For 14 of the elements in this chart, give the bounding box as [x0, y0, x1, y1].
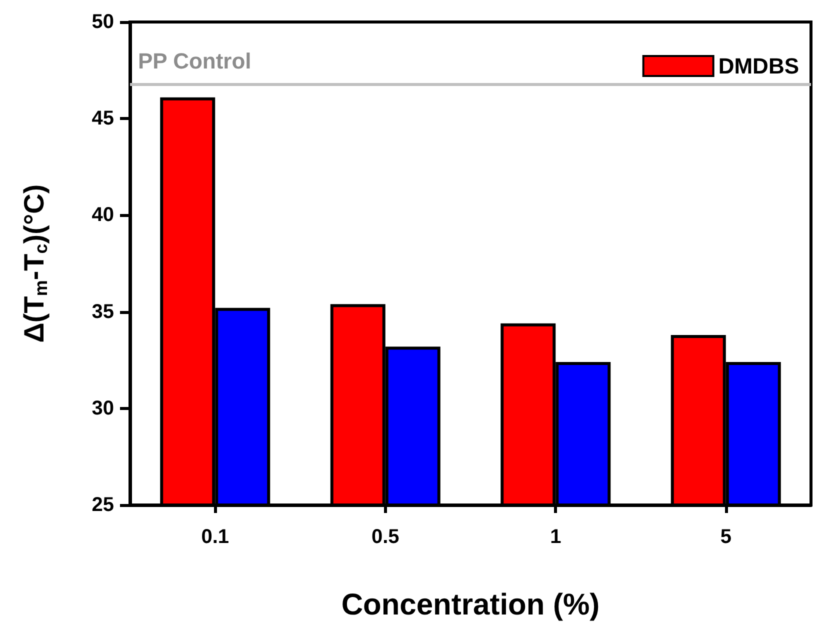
x-axis-title: Concentration (%): [341, 588, 600, 622]
y-axis-title: Δ(Tm-Tc)(°C): [18, 184, 51, 343]
x-tick-label: 0.5: [371, 526, 400, 548]
y-tick-label: 45: [92, 108, 114, 130]
x-tick-label: 0.1: [201, 526, 230, 548]
y-tick-label: 25: [92, 494, 114, 516]
y-tick-label: 40: [92, 204, 114, 226]
y-tick-label: 35: [92, 300, 114, 323]
legend-label: DMDBS: [718, 54, 800, 78]
x-tick-label: 5: [720, 526, 732, 548]
y-tick-label: 30: [92, 397, 114, 420]
x-tick-label: 1: [550, 526, 562, 548]
y-tick-label: 50: [92, 11, 114, 33]
ref-line-label: PP Control: [138, 48, 252, 74]
